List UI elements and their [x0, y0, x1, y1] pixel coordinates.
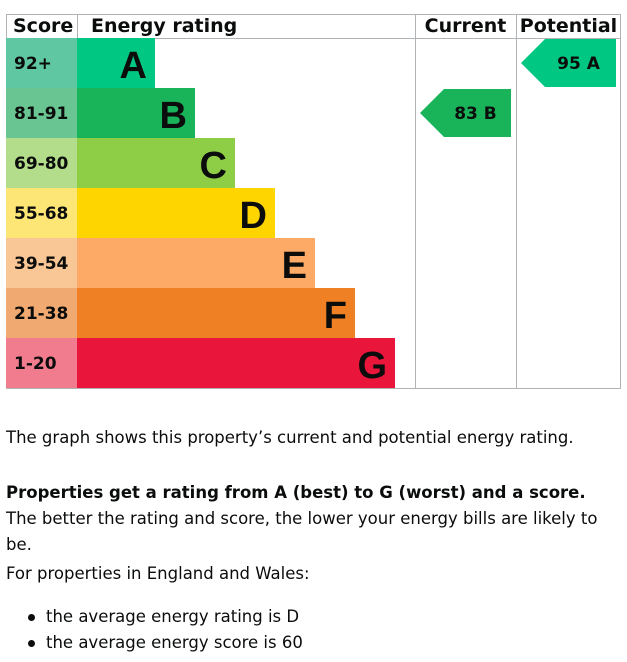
region-text: For properties in England and Wales:: [6, 564, 310, 583]
header-current: Current: [425, 15, 507, 37]
score-range-a: 92+: [14, 54, 52, 74]
score-range-b: 81-91: [14, 104, 68, 124]
band-letter-d: D: [240, 195, 267, 237]
band-letter-b: B: [160, 95, 187, 137]
energy-rating-chart: Score Energy rating Current Potential 92+ A 8…: [6, 14, 621, 389]
band-bar-c: [77, 138, 235, 188]
score-cell-e: [6, 238, 77, 288]
rating-explanation-rest: The better the rating and score, the low…: [6, 509, 598, 554]
header-rating: Energy rating: [91, 15, 237, 37]
rating-explanation: Properties get a rating from A (best) to…: [6, 480, 621, 558]
score-cell-d: [6, 188, 77, 238]
rating-arrows: 83 B 95 A: [420, 39, 616, 137]
band-letter-e: E: [282, 245, 307, 287]
rating-explanation-bold: Properties get a rating from A (best) to…: [6, 483, 586, 502]
band-bar-b: [77, 88, 195, 138]
band-letter-c: C: [200, 145, 227, 187]
score-cell-a: [6, 38, 77, 88]
score-cell-f: [6, 288, 77, 338]
summary-text: The graph shows this property’s current …: [6, 428, 574, 447]
header-potential: Potential: [520, 15, 617, 37]
band-bar-a: [77, 38, 155, 88]
average-list: the average energy rating is D the avera…: [0, 604, 303, 656]
header-score: Score: [13, 15, 73, 37]
band-bar-g: [77, 338, 395, 388]
table-headers: Score Energy rating Current Potential: [13, 15, 617, 37]
score-cell-c: [6, 138, 77, 188]
band-bar-d: [77, 188, 275, 238]
average-rating-item: the average energy rating is D: [0, 604, 303, 630]
score-range-f: 21-38: [14, 304, 68, 324]
score-range-c: 69-80: [14, 154, 69, 174]
current-rating-label: 83 B: [454, 104, 497, 124]
rating-bands: 92+ A 81-91 B 69-80 C 55-68 D 39-54 E 21-38 F 1-20 G: [6, 38, 395, 388]
band-bar-e: [77, 238, 315, 288]
score-cell-b: [6, 88, 77, 138]
score-range-g: 1-20: [14, 354, 57, 374]
current-rating-arrow: [420, 89, 511, 137]
band-letter-a: A: [120, 45, 147, 87]
score-range-d: 55-68: [14, 204, 68, 224]
potential-rating-arrow: [521, 39, 616, 87]
potential-rating-label: 95 A: [557, 54, 601, 74]
average-score-item: the average energy score is 60: [0, 630, 303, 656]
score-range-e: 39-54: [14, 254, 69, 274]
score-cell-g: [6, 338, 77, 388]
band-bar-f: [77, 288, 355, 338]
band-letter-g: G: [357, 345, 387, 387]
band-letter-f: F: [324, 295, 347, 337]
